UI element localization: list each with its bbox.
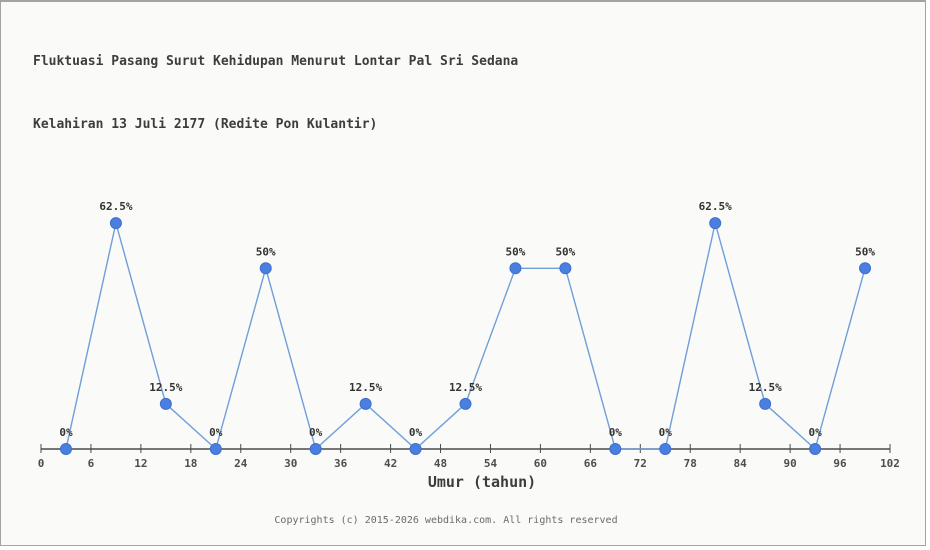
x-tick-label: 0	[38, 457, 45, 470]
x-tick-label: 96	[833, 457, 847, 470]
data-point-label: 62.5%	[99, 200, 132, 213]
x-tick-label: 42	[384, 457, 397, 470]
data-point-label: 0%	[209, 426, 223, 439]
x-tick-label: 90	[783, 457, 796, 470]
data-point-marker	[159, 397, 172, 410]
data-point-marker	[409, 443, 422, 455]
data-point-marker	[809, 443, 822, 455]
data-point-label: 12.5%	[449, 381, 482, 394]
data-point-marker	[559, 262, 572, 275]
data-point-label: 12.5%	[149, 381, 182, 394]
data-point-marker	[59, 443, 72, 455]
data-point-marker	[359, 397, 372, 410]
x-tick-label: 60	[534, 457, 547, 470]
data-point-label: 50%	[855, 245, 875, 258]
data-point-label: 0%	[808, 426, 822, 439]
x-tick-label: 18	[184, 457, 197, 470]
data-point-marker	[209, 443, 222, 455]
x-axis-title: Umur (tahun)	[427, 473, 537, 491]
x-tick-label: 36	[334, 457, 348, 470]
data-point-label: 50%	[256, 245, 276, 258]
x-tick-label: 30	[284, 457, 297, 470]
x-tick-label: 66	[584, 457, 598, 470]
data-point-marker	[459, 397, 472, 410]
x-tick-label: 102	[880, 457, 900, 470]
data-point-marker	[759, 397, 772, 410]
copyright-text: Copyrights (c) 2015-2026 webdika.com. Al…	[274, 515, 618, 526]
x-tick-label: 78	[684, 457, 697, 470]
data-point-label: 0%	[609, 426, 623, 439]
data-point-label: 0%	[659, 426, 673, 439]
x-tick-label: 48	[434, 457, 447, 470]
data-point-marker	[709, 217, 722, 230]
data-point-label: 50%	[506, 245, 526, 258]
x-tick-label: 6	[88, 457, 95, 470]
data-point-marker	[259, 262, 272, 275]
data-point-marker	[859, 262, 872, 275]
chart-title-line2: Kelahiran 13 Juli 2177 (Redite Pon Kulan…	[33, 117, 378, 132]
data-point-label: 0%	[409, 426, 423, 439]
data-point-label: 50%	[555, 245, 575, 258]
data-point-marker	[509, 262, 522, 275]
chart-title-line1: Fluktuasi Pasang Surut Kehidupan Menurut…	[33, 54, 519, 69]
chart-title: Fluktuasi Pasang Surut Kehidupan Menurut…	[33, 9, 518, 177]
x-tick-label: 12	[134, 457, 147, 470]
data-point-marker	[609, 443, 622, 455]
x-tick-label: 72	[634, 457, 647, 470]
data-point-label: 12.5%	[749, 381, 782, 394]
data-point-label: 12.5%	[349, 381, 382, 394]
data-point-marker	[659, 443, 672, 455]
data-point-label: 0%	[59, 426, 73, 439]
x-tick-label: 54	[484, 457, 498, 470]
data-point-label: 62.5%	[699, 200, 732, 213]
x-tick-label: 24	[234, 457, 248, 470]
x-tick-label: 84	[734, 457, 748, 470]
data-point-marker	[109, 217, 122, 230]
data-point-label: 0%	[309, 426, 323, 439]
data-point-marker	[309, 443, 322, 455]
series-line	[65, 222, 866, 451]
